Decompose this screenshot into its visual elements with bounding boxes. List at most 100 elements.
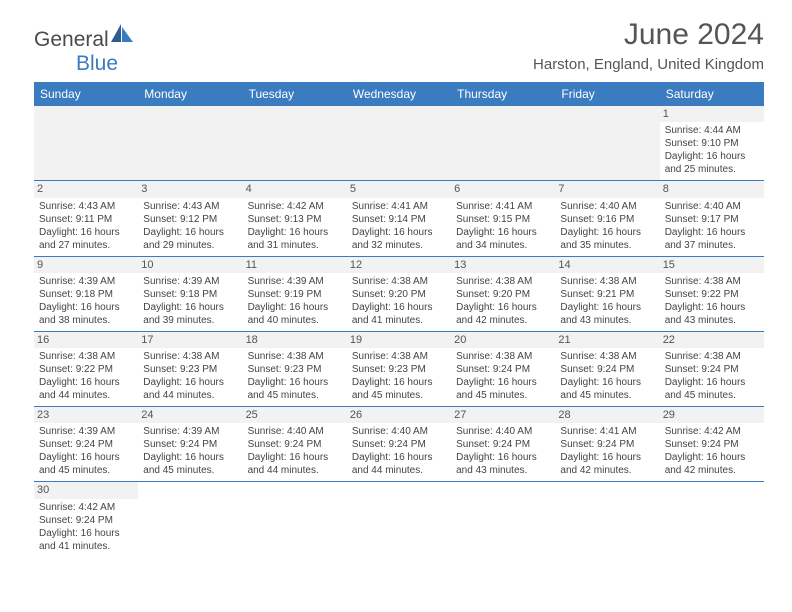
day-info: Sunrise: 4:41 AMSunset: 9:24 PMDaylight:… xyxy=(559,425,655,477)
day-info: Sunrise: 4:39 AMSunset: 9:18 PMDaylight:… xyxy=(142,275,238,327)
day-number: 12 xyxy=(347,257,451,273)
day-info: Sunrise: 4:40 AMSunset: 9:24 PMDaylight:… xyxy=(455,425,551,477)
day-cell: 24Sunrise: 4:39 AMSunset: 9:24 PMDayligh… xyxy=(138,407,242,482)
day-number: 19 xyxy=(347,332,451,348)
day-cell: 15 Sunrise: 4:38 AMSunset: 9:22 PMDayligh… xyxy=(660,256,764,331)
day-cell: 20Sunrise: 4:38 AMSunset: 9:24 PMDayligh… xyxy=(451,331,555,406)
week-row: 30Sunrise: 4:42 AMSunset: 9:24 PMDayligh… xyxy=(34,482,764,557)
day-info: Sunrise: 4:38 AMSunset: 9:22 PMDaylight:… xyxy=(38,350,134,402)
day-number: 14 xyxy=(555,257,659,273)
day-number: 22 xyxy=(660,332,764,348)
day-info: Sunrise: 4:40 AMSunset: 9:24 PMDaylight:… xyxy=(351,425,447,477)
day-info: Sunrise: 4:42 AMSunset: 9:24 PMDaylight:… xyxy=(38,501,134,553)
day-cell xyxy=(34,106,138,181)
day-cell: 12 Sunrise: 4:38 AMSunset: 9:20 PMDayligh… xyxy=(347,256,451,331)
day-number: 7 xyxy=(555,181,659,197)
day-cell xyxy=(243,482,347,557)
day-number: 8 xyxy=(660,181,764,197)
day-cell: 27 Sunrise: 4:40 AMSunset: 9:24 PMDayligh… xyxy=(451,407,555,482)
day-number: 27 xyxy=(451,407,555,423)
day-info: Sunrise: 4:38 AMSunset: 9:21 PMDaylight:… xyxy=(559,275,655,327)
day-number: 17 xyxy=(138,332,242,348)
day-cell: 9 Sunrise: 4:39 AMSunset: 9:18 PMDaylight… xyxy=(34,256,138,331)
day-info: Sunrise: 4:38 AMSunset: 9:24 PMDaylight:… xyxy=(559,350,655,402)
day-cell xyxy=(451,106,555,181)
day-number: 29 xyxy=(660,407,764,423)
day-number: 28 xyxy=(555,407,659,423)
day-number: 3 xyxy=(138,181,242,197)
day-info: Sunrise: 4:41 AMSunset: 9:14 PMDaylight:… xyxy=(351,200,447,252)
day-info: Sunrise: 4:43 AMSunset: 9:12 PMDaylight:… xyxy=(142,200,238,252)
day-cell: 21 Sunrise: 4:38 AMSunset: 9:24 PMDayligh… xyxy=(555,331,659,406)
day-cell: 13 Sunrise: 4:38 AMSunset: 9:20 PMDayligh… xyxy=(451,256,555,331)
day-cell: 22 Sunrise: 4:38 AMSunset: 9:24 PMDayligh… xyxy=(660,331,764,406)
day-info: Sunrise: 4:39 AMSunset: 9:19 PMDaylight:… xyxy=(247,275,343,327)
logo-text: GeneralBlue xyxy=(34,24,133,76)
day-info: Sunrise: 4:38 AMSunset: 9:22 PMDaylight:… xyxy=(664,275,760,327)
day-number: 1 xyxy=(660,106,764,122)
day-cell: 25 Sunrise: 4:40 AMSunset: 9:24 PMDayligh… xyxy=(243,407,347,482)
day-cell xyxy=(138,482,242,557)
day-info: Sunrise: 4:38 AMSunset: 9:23 PMDaylight:… xyxy=(142,350,238,402)
day-info: Sunrise: 4:38 AMSunset: 9:23 PMDaylight:… xyxy=(247,350,343,402)
day-info: Sunrise: 4:39 AMSunset: 9:24 PMDaylight:… xyxy=(38,425,134,477)
day-info: Sunrise: 4:39 AMSunset: 9:18 PMDaylight:… xyxy=(38,275,134,327)
day-cell: 5 Sunrise: 4:41 AMSunset: 9:14 PMDaylight… xyxy=(347,181,451,256)
day-info: Sunrise: 4:40 AMSunset: 9:17 PMDaylight:… xyxy=(664,200,760,252)
day-info: Sunrise: 4:38 AMSunset: 9:20 PMDaylight:… xyxy=(455,275,551,327)
weekday-header: Tuesday xyxy=(243,82,347,106)
day-number: 10 xyxy=(138,257,242,273)
week-row: 23Sunrise: 4:39 AMSunset: 9:24 PMDayligh… xyxy=(34,407,764,482)
day-number: 5 xyxy=(347,181,451,197)
weekday-header: Sunday xyxy=(34,82,138,106)
day-number: 25 xyxy=(243,407,347,423)
day-number: 9 xyxy=(34,257,138,273)
day-cell: 4Sunrise: 4:42 AMSunset: 9:13 PMDaylight… xyxy=(243,181,347,256)
weekday-header: Monday xyxy=(138,82,242,106)
day-cell: 3 Sunrise: 4:43 AMSunset: 9:12 PMDaylight… xyxy=(138,181,242,256)
day-cell: 26 Sunrise: 4:40 AMSunset: 9:24 PMDayligh… xyxy=(347,407,451,482)
day-info: Sunrise: 4:42 AMSunset: 9:13 PMDaylight:… xyxy=(247,200,343,252)
day-cell xyxy=(347,106,451,181)
day-cell: 23Sunrise: 4:39 AMSunset: 9:24 PMDayligh… xyxy=(34,407,138,482)
weekday-header: Saturday xyxy=(660,82,764,106)
day-number: 21 xyxy=(555,332,659,348)
day-cell xyxy=(138,106,242,181)
day-cell: 2Sunrise: 4:43 AMSunset: 9:11 PMDaylight… xyxy=(34,181,138,256)
day-number: 6 xyxy=(451,181,555,197)
day-number: 16 xyxy=(34,332,138,348)
day-info: Sunrise: 4:44 AMSunset: 9:10 PMDaylight:… xyxy=(664,124,760,176)
title-block: June 2024 Harston, England, United Kingd… xyxy=(533,20,764,73)
week-row: 2Sunrise: 4:43 AMSunset: 9:11 PMDaylight… xyxy=(34,181,764,256)
day-cell xyxy=(243,106,347,181)
day-cell: 28 Sunrise: 4:41 AMSunset: 9:24 PMDayligh… xyxy=(555,407,659,482)
day-cell: 10 Sunrise: 4:39 AMSunset: 9:18 PMDayligh… xyxy=(138,256,242,331)
weekday-header: Thursday xyxy=(451,82,555,106)
day-info: Sunrise: 4:38 AMSunset: 9:24 PMDaylight:… xyxy=(664,350,760,402)
logo: GeneralBlue xyxy=(34,24,133,76)
day-cell xyxy=(555,482,659,557)
week-row: 16 Sunrise: 4:38 AMSunset: 9:22 PMDayligh… xyxy=(34,331,764,406)
day-cell: 11 Sunrise: 4:39 AMSunset: 9:19 PMDayligh… xyxy=(243,256,347,331)
week-row: 9Sunrise: 4:39 AMSunset: 9:18 PMDaylight… xyxy=(34,256,764,331)
day-number: 26 xyxy=(347,407,451,423)
day-cell: 18 Sunrise: 4:38 AMSunset: 9:23 PMDayligh… xyxy=(243,331,347,406)
weekday-row: SundayMondayTuesdayWednesdayThursdayFrid… xyxy=(34,82,764,106)
day-cell: 6 Sunrise: 4:41 AMSunset: 9:15 PMDaylight… xyxy=(451,181,555,256)
calendar-table: SundayMondayTuesdayWednesdayThursdayFrid… xyxy=(34,82,764,557)
day-info: Sunrise: 4:38 AMSunset: 9:20 PMDaylight:… xyxy=(351,275,447,327)
sail-icon xyxy=(111,24,133,42)
day-info: Sunrise: 4:41 AMSunset: 9:15 PMDaylight:… xyxy=(455,200,551,252)
day-cell: 17 Sunrise: 4:38 AMSunset: 9:23 PMDayligh… xyxy=(138,331,242,406)
day-number: 11 xyxy=(243,257,347,273)
location: Harston, England, United Kingdom xyxy=(533,56,764,73)
day-cell xyxy=(555,106,659,181)
calendar-head: SundayMondayTuesdayWednesdayThursdayFrid… xyxy=(34,82,764,106)
weekday-header: Friday xyxy=(555,82,659,106)
day-number: 24 xyxy=(138,407,242,423)
calendar-body: 1 Sunrise: 4:44 AMSunset: 9:10 PMDaylight… xyxy=(34,106,764,557)
day-number: 18 xyxy=(243,332,347,348)
day-info: Sunrise: 4:40 AMSunset: 9:24 PMDaylight:… xyxy=(247,425,343,477)
day-number: 13 xyxy=(451,257,555,273)
day-number: 15 xyxy=(660,257,764,273)
